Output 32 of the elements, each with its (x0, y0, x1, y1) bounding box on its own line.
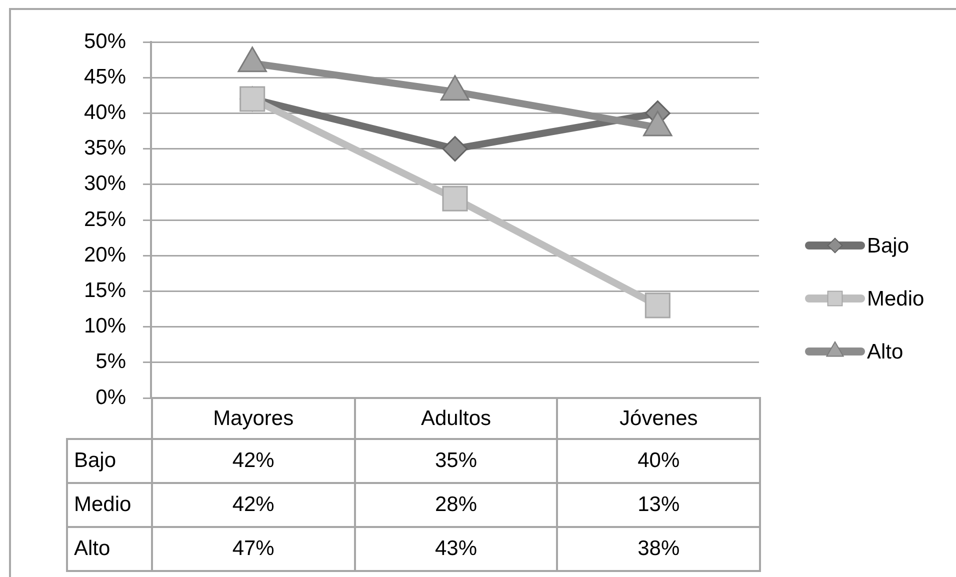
data-label: 13% (557, 483, 760, 527)
y-tick-label: 45% (84, 65, 126, 88)
data-label: 42% (152, 439, 355, 483)
y-tick-label: 10% (84, 314, 126, 338)
y-tick-label: 35% (84, 136, 126, 160)
text: Alto (74, 537, 110, 560)
y-tick-label: 25% (84, 208, 126, 231)
data-label: 38% (557, 527, 760, 571)
data-label: 43% (354, 527, 558, 571)
text: Medio (74, 493, 132, 516)
point (442, 186, 468, 212)
y-tick-label: 40% (84, 100, 126, 124)
point (442, 136, 468, 162)
legend-label: Alto (867, 340, 904, 364)
data-label: 35% (354, 439, 558, 483)
data-label: 40% (557, 439, 760, 483)
y-tick-label: 15% (84, 278, 126, 302)
data-label: 47% (152, 527, 355, 571)
y-tick-label: 50% (84, 30, 126, 53)
data-label: 28% (354, 483, 558, 527)
y-tick-label: 0% (96, 386, 126, 409)
x-tick-label: Adultos (354, 398, 558, 439)
data-label: 42% (152, 483, 355, 527)
x-tick-label: Jóvenes (557, 398, 760, 439)
legend-label: Bajo (867, 234, 910, 258)
y-tick-label: 20% (84, 243, 126, 266)
y-tick-label: 5% (96, 350, 126, 374)
point (644, 292, 670, 318)
legend-label: Medio (867, 287, 924, 310)
x-tick-label: Mayores (152, 398, 355, 439)
text: Bajo (74, 449, 116, 472)
y-tick-label: 30% (84, 172, 126, 196)
